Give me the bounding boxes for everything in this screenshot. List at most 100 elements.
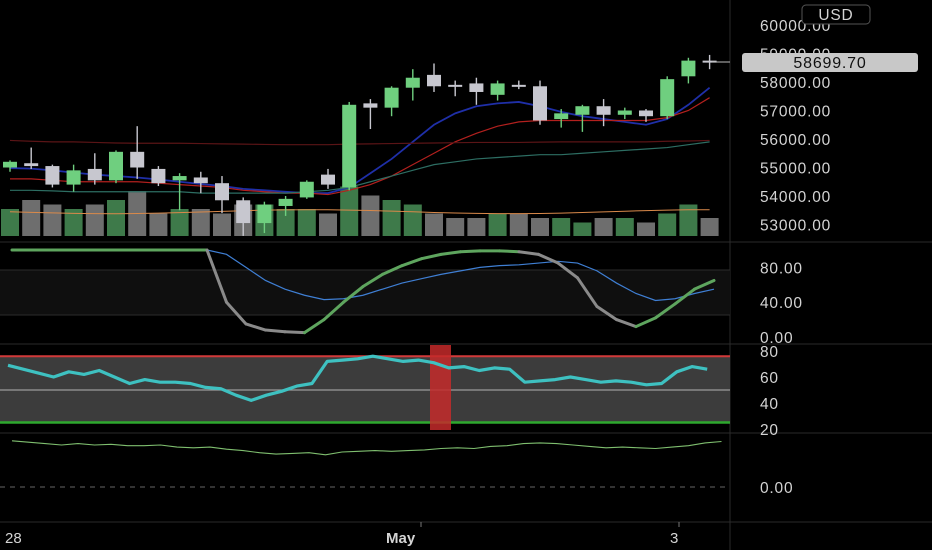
- stoch-k-segment: [205, 248, 228, 304]
- candle-body: [87, 168, 102, 181]
- volume-bar: [361, 195, 380, 236]
- candle-body: [130, 151, 145, 168]
- volume-bar: [679, 204, 698, 236]
- stoch-k-segment: [556, 261, 579, 280]
- volume-bar: [319, 213, 337, 236]
- volume-bar: [446, 218, 465, 236]
- moving-averages: [9, 86, 711, 215]
- candle-body: [193, 177, 208, 184]
- candle-body: [236, 200, 251, 224]
- osc-tick-label: 0.00: [760, 480, 793, 497]
- stoch-k-segment: [420, 252, 443, 261]
- stoch-k-segment: [654, 302, 677, 320]
- stoch-k-segment: [673, 287, 696, 306]
- stoch-k-segment: [498, 249, 521, 254]
- candle-body: [45, 166, 60, 185]
- candle-body: [299, 181, 314, 198]
- volume-bar: [658, 213, 677, 236]
- candlesticks: [3, 54, 717, 236]
- candle-body: [321, 174, 335, 185]
- candle-body: [511, 84, 526, 87]
- currency-badge[interactable]: [801, 4, 871, 25]
- candle-body: [342, 104, 357, 188]
- volume-bar: [488, 213, 507, 236]
- candle-body: [681, 60, 696, 77]
- ma-line-teal: [10, 141, 710, 194]
- last-price-label: 58699.70: [793, 55, 866, 72]
- rsi-band: [0, 356, 730, 423]
- stoch-k-segment: [264, 328, 287, 334]
- rsi-pane: 80 60 40 20: [0, 344, 779, 439]
- candle-body: [109, 151, 123, 181]
- volume-bar: [170, 209, 189, 236]
- stochastic-pane: 80.00 40.00 0.00: [0, 260, 803, 347]
- candle-body: [448, 84, 463, 87]
- volume-bar: [552, 218, 571, 236]
- volume-ma-line: [9, 209, 710, 215]
- volume-bar: [297, 209, 316, 236]
- stoch-k-segment: [634, 316, 657, 329]
- candle-body: [257, 204, 272, 224]
- volume-bar: [531, 218, 549, 236]
- rsi-tick-label: 40: [760, 396, 779, 413]
- rsi-tick-label: 80: [760, 344, 779, 361]
- stoch-k-segment: [342, 285, 365, 304]
- candle-body: [172, 176, 187, 181]
- rsi-highlight: [430, 345, 451, 430]
- price-tick-label: 57000.00: [760, 104, 831, 121]
- stoch-k-segment: [576, 276, 599, 309]
- candle-body: [554, 113, 569, 120]
- rsi-lines: [7, 354, 708, 402]
- volume-bar: [43, 204, 62, 236]
- rsi-tick-label: 60: [760, 370, 779, 387]
- volume-bar: [85, 204, 104, 236]
- stoch-k-segment: [517, 250, 540, 256]
- last-price-badge: [742, 53, 918, 72]
- stochastic-lines: [10, 248, 716, 335]
- candle-body: [639, 110, 653, 117]
- candle-body: [660, 79, 675, 117]
- candle-body: [66, 170, 81, 185]
- stoch-k-segment: [615, 318, 638, 329]
- candle-body: [490, 83, 505, 95]
- candle-body: [469, 83, 484, 92]
- candle-body: [427, 74, 441, 87]
- stoch-k-segment: [439, 250, 462, 256]
- volume-bar: [700, 218, 719, 236]
- price-tick-label: 55000.00: [760, 161, 831, 178]
- price-tick-label: 53000.00: [760, 218, 831, 235]
- candle-body: [3, 161, 17, 168]
- stoch-tick-label: 40.00: [760, 295, 803, 312]
- volume-bar: [573, 222, 592, 236]
- stoch-k-segment: [303, 318, 326, 335]
- stoch-k-segment: [322, 300, 345, 322]
- candle-body: [575, 106, 590, 115]
- time-label-may: May: [386, 530, 416, 547]
- volume-bar: [22, 200, 41, 236]
- stoch-band: [0, 270, 730, 315]
- volume-bar: [1, 209, 19, 236]
- rsi-tick-label: 20: [760, 422, 779, 439]
- ma-line-darkred: [9, 139, 710, 146]
- stoch-k-segment: [361, 272, 384, 289]
- price-tick-label: 54000.00: [760, 189, 831, 206]
- candle-body: [363, 103, 378, 108]
- stoch-k-segment: [283, 330, 306, 335]
- stoch-k-segment: [225, 300, 248, 326]
- volume-bar: [64, 209, 83, 236]
- stoch-k-segment: [244, 322, 267, 332]
- stoch-k-segment: [595, 305, 618, 322]
- volume-bar: [594, 218, 613, 236]
- volume-bar: [340, 186, 359, 236]
- candle-body: [24, 163, 39, 167]
- volume-bar: [382, 200, 401, 236]
- ma-line-navy: [9, 86, 711, 195]
- stoch-tick-label: 0.00: [760, 330, 793, 347]
- volume-bars: [1, 186, 719, 236]
- volume-bar: [509, 213, 528, 236]
- volume-bar: [615, 218, 634, 236]
- price-tick-label: 56000.00: [760, 132, 831, 149]
- stoch-k-segment: [400, 257, 423, 268]
- price-tick-label: 58000.00: [760, 75, 831, 92]
